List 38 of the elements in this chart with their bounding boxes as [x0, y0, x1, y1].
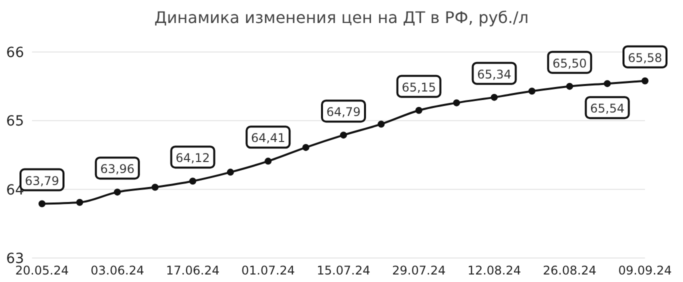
point: [528, 88, 536, 95]
point: [38, 200, 46, 208]
point: [152, 184, 159, 191]
point: [642, 77, 648, 84]
y-tick-label: 65: [6, 114, 24, 130]
point: [453, 99, 460, 106]
point: [189, 178, 196, 185]
data-label: 63,96: [100, 162, 135, 176]
point: [378, 120, 385, 128]
chart-title: Динамика изменения цен на ДТ в РФ, руб./л: [153, 8, 530, 27]
data-label: 65,50: [552, 56, 587, 70]
point: [490, 94, 498, 101]
point: [302, 144, 310, 151]
x-tick-label: 29.07.24: [392, 264, 446, 278]
data-label: 64,12: [176, 151, 210, 166]
x-tick-label: 26.08.24: [542, 264, 596, 278]
point: [114, 188, 121, 196]
point: [340, 132, 347, 139]
point: [76, 198, 84, 206]
point: [566, 82, 574, 90]
data-label: 65,58: [628, 50, 662, 65]
point: [604, 80, 611, 88]
x-tick-label: 17.06.24: [166, 264, 220, 278]
x-tick-label: 15.07.24: [316, 264, 370, 278]
data-label: 65,15: [402, 80, 436, 94]
data-label: 64,79: [326, 105, 361, 120]
x-tick-label: 03.06.24: [90, 264, 144, 278]
point: [226, 168, 234, 176]
point: [264, 158, 272, 165]
data-label: 65,54: [590, 102, 624, 116]
x-tick-label: 01.07.24: [241, 264, 295, 278]
data-label: 64,41: [250, 131, 286, 146]
y-tick-label: 66: [6, 44, 24, 61]
point: [415, 106, 422, 114]
x-tick-label: 09.09.24: [618, 264, 672, 278]
x-tick-label: 12.08.24: [468, 264, 521, 278]
data-label: 63,79: [24, 174, 60, 188]
data-label: 65,34: [477, 67, 512, 82]
